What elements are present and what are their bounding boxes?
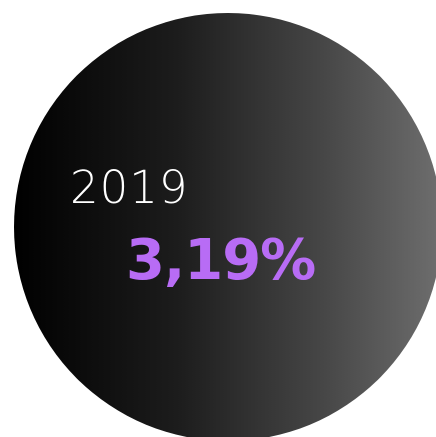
stat-percentage-value: 3,19% (126, 228, 316, 293)
stat-circle (14, 13, 436, 437)
stat-year-label: 2019 (70, 161, 189, 214)
